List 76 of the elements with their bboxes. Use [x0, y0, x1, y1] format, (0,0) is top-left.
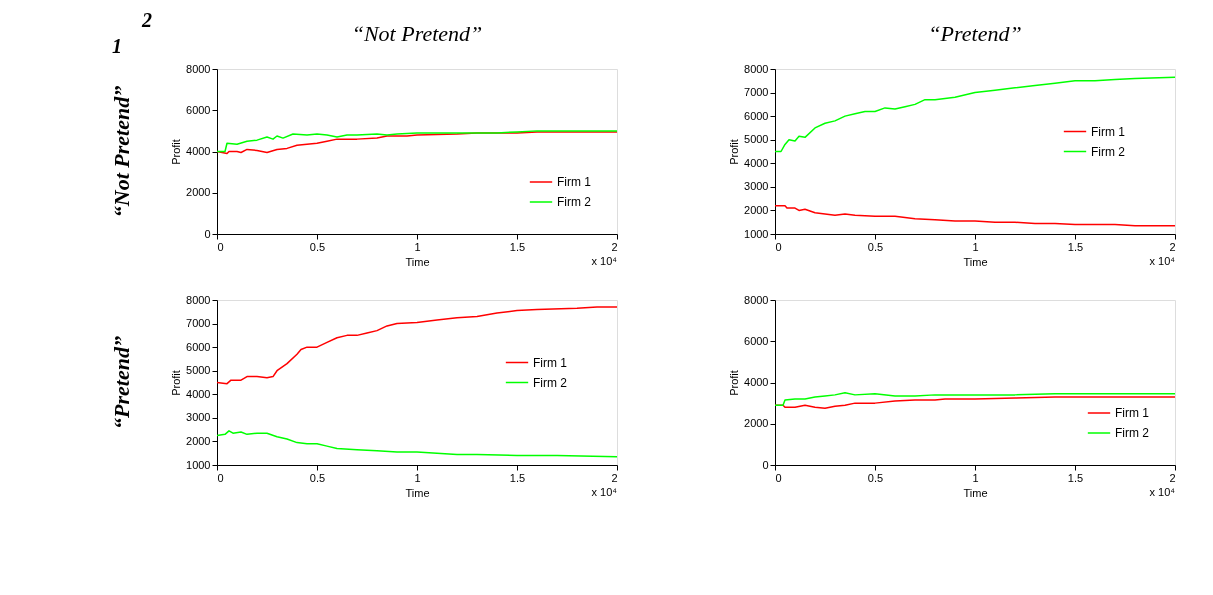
line-series: [217, 306, 617, 385]
y-tick-label: 7000: [744, 86, 769, 99]
y-tick-label: 2000: [186, 186, 211, 199]
y-tick-label: 2000: [744, 417, 769, 430]
x-tick-label: 1.5: [1067, 471, 1084, 484]
x-tick-label: 1: [972, 471, 979, 484]
text: “Pretend”: [109, 336, 134, 429]
x-tick-label: 1.5: [509, 471, 526, 484]
y-tick-label: 0: [204, 227, 211, 240]
y-tick-label: 5000: [186, 364, 211, 377]
x-tick-label: 1.5: [1067, 240, 1084, 253]
y-axis-title: Profit: [170, 370, 183, 396]
y-tick-label: 6000: [186, 103, 211, 116]
x-tick-label: 2: [1169, 471, 1176, 484]
x-tick-label: 2: [611, 471, 618, 484]
y-tick-label: 8000: [744, 62, 769, 75]
y-axis-title: Profit: [728, 370, 741, 396]
legend-label: Firm 2: [533, 375, 568, 390]
y-tick-label: 0: [762, 458, 769, 471]
y-axis-title: Profit: [170, 139, 183, 165]
legend-label: Firm 1: [557, 175, 592, 189]
y-tick-label: 7000: [186, 317, 211, 330]
text: x 10⁴: [591, 486, 618, 498]
y-tick-label: 4000: [744, 156, 769, 169]
text: “Not Pretend”: [109, 85, 134, 218]
x-tick-label: 0: [775, 240, 782, 253]
x-tick-label: 1.5: [509, 240, 526, 253]
x-tick-label: 0.5: [867, 471, 884, 484]
y-tick-label: 2000: [744, 203, 769, 216]
x-tick-label: 0: [217, 240, 224, 253]
chart-title: “Not Pretend”: [351, 21, 483, 46]
chart-title: “Pretend”: [928, 21, 1022, 46]
y-tick-label: 1000: [186, 458, 211, 471]
legend-label: Firm 2: [1091, 144, 1126, 159]
y-tick-label: 4000: [186, 145, 211, 157]
x-axis-title: Time: [405, 255, 430, 268]
x-axis-title: Time: [963, 255, 988, 268]
x-tick-label: 1: [972, 240, 979, 253]
legend-label: Firm 1: [533, 355, 568, 370]
x-axis-title: Time: [405, 486, 430, 499]
x-tick-label: 0.5: [309, 240, 326, 253]
y-tick-label: 8000: [186, 62, 211, 75]
x-tick-label: 0: [775, 471, 782, 484]
y-tick-label: 3000: [744, 180, 769, 193]
legend-label: Firm 1: [1115, 406, 1150, 420]
y-axis-title: Profit: [728, 139, 741, 165]
y-tick-label: 6000: [744, 109, 769, 122]
y-tick-label: 4000: [744, 376, 769, 388]
x-tick-label: 2: [611, 240, 618, 253]
x-axis-title: Time: [963, 486, 988, 499]
x-tick-label: 2: [1169, 240, 1176, 253]
y-tick-label: 8000: [186, 293, 211, 306]
line-series: [217, 430, 617, 458]
text: x 10⁴: [591, 255, 618, 267]
legend-label: Firm 2: [1115, 426, 1150, 440]
y-tick-label: 1000: [744, 227, 769, 240]
y-tick-label: 5000: [744, 133, 769, 146]
text: 1: [112, 35, 122, 57]
legend-label: Firm 1: [1091, 124, 1126, 139]
text: 2: [141, 9, 152, 31]
y-tick-label: 8000: [744, 293, 769, 306]
line-series: [775, 204, 1175, 227]
legend-label: Firm 2: [557, 195, 592, 209]
y-tick-label: 2000: [186, 434, 211, 447]
y-tick-label: 4000: [186, 387, 211, 400]
x-tick-label: 0.5: [309, 471, 326, 484]
x-tick-label: 1: [414, 471, 421, 484]
y-tick-label: 6000: [186, 340, 211, 353]
line-series: [775, 392, 1175, 406]
x-tick-label: 0.5: [867, 240, 884, 253]
y-tick-label: 6000: [744, 334, 769, 347]
y-tick-label: 3000: [186, 411, 211, 424]
x-tick-label: 0: [217, 471, 224, 484]
text: x 10⁴: [1149, 255, 1176, 267]
x-tick-label: 1: [414, 240, 421, 253]
text: x 10⁴: [1149, 486, 1176, 498]
